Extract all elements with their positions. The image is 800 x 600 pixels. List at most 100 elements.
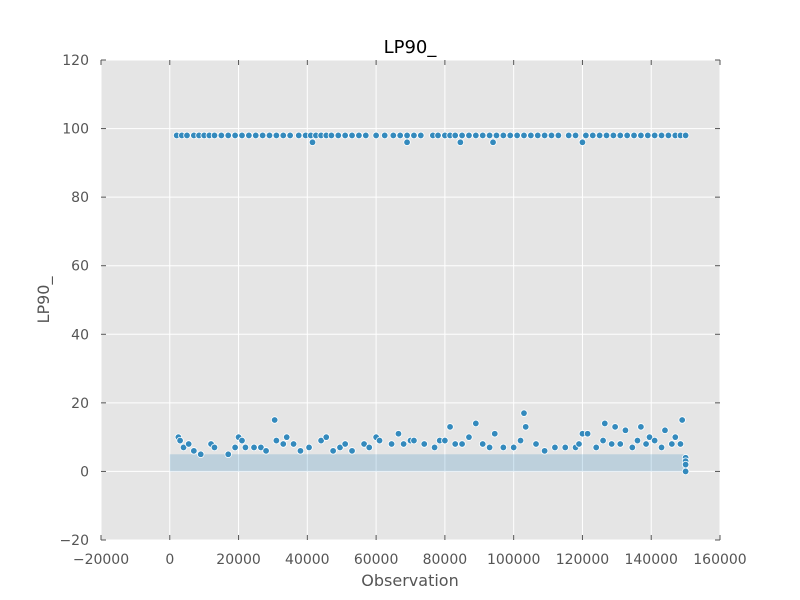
scatter-point — [252, 131, 260, 140]
dense-cluster-band — [169, 454, 686, 472]
scatter-point — [540, 131, 549, 140]
scatter-point — [179, 443, 188, 452]
scatter-point — [578, 138, 587, 146]
scatter-point — [630, 131, 638, 140]
scatter-point — [238, 436, 246, 445]
scatter-point — [485, 443, 494, 452]
scatter-point — [633, 436, 642, 445]
scatter-point — [465, 433, 473, 441]
scatter-point — [616, 440, 624, 448]
scatter-point — [451, 131, 459, 140]
scatter-point — [644, 131, 652, 140]
scatter-point — [623, 131, 631, 140]
x-tick-label: 0 — [165, 552, 174, 568]
scatter-point — [420, 440, 428, 448]
scatter-point — [564, 131, 573, 140]
scatter-point — [341, 440, 349, 448]
scatter-point — [403, 131, 411, 140]
scatter-point — [575, 440, 583, 448]
scatter-point — [295, 131, 303, 140]
scatter-point — [532, 440, 540, 448]
x-tick-label: 160000 — [693, 552, 746, 568]
scatter-point — [637, 131, 645, 140]
scatter-point — [451, 440, 459, 448]
scatter-point — [286, 131, 294, 140]
scatter-point — [513, 131, 521, 140]
scatter-point — [272, 436, 281, 445]
scatter-point — [621, 426, 630, 434]
scatter-point — [399, 440, 408, 448]
x-tick-label: 140000 — [624, 552, 677, 568]
scatter-point — [628, 443, 637, 452]
scatter-point — [190, 447, 198, 455]
scatter-point — [661, 426, 669, 434]
scatter-point — [434, 131, 442, 140]
scatter-point — [176, 436, 184, 445]
scatter-point — [650, 436, 659, 445]
scatter-point — [210, 443, 219, 452]
scatter-point — [485, 131, 494, 140]
scatter-point — [489, 138, 497, 146]
scatter-point — [458, 440, 466, 448]
scatter-point — [561, 443, 569, 452]
scatter-point — [396, 131, 404, 140]
scatter-point — [456, 138, 465, 146]
scatter-point — [540, 447, 549, 455]
scatter-point — [238, 131, 246, 140]
scatter-point — [394, 430, 403, 438]
scatter-point — [348, 131, 356, 140]
scatter-point — [265, 131, 274, 140]
scatter-point — [506, 131, 514, 140]
y-tick-label: 40 — [71, 327, 89, 343]
scatter-point — [305, 443, 313, 452]
scatter-point — [650, 131, 659, 140]
scatter-point — [458, 131, 466, 140]
scatter-point — [681, 467, 690, 476]
x-tick-label: 100000 — [487, 552, 540, 568]
scatter-point — [681, 460, 690, 469]
scatter-point — [322, 433, 330, 441]
scatter-point — [184, 440, 193, 448]
scatter-point — [360, 440, 368, 448]
scatter-point — [611, 423, 619, 431]
scatter-point — [551, 443, 559, 452]
scatter-point — [308, 138, 317, 146]
scatter-point — [410, 436, 418, 445]
scatter-point — [657, 131, 666, 140]
scatter-point — [348, 447, 356, 455]
scatter-point — [210, 131, 219, 140]
y-tick-label: 80 — [71, 190, 89, 206]
scatter-point — [607, 440, 616, 448]
scatter-point — [509, 443, 518, 452]
scatter-point — [472, 131, 480, 140]
x-tick-label: 120000 — [556, 552, 609, 568]
scatter-point — [664, 131, 673, 140]
plot-area-background — [101, 60, 720, 540]
scatter-point — [671, 433, 679, 441]
scatter-point — [479, 440, 487, 448]
scatter-point — [616, 131, 624, 140]
scatter-point — [329, 447, 337, 455]
x-tick-label: 60000 — [354, 552, 399, 568]
scatter-point — [217, 131, 226, 140]
scatter-point — [270, 416, 279, 424]
scatter-point — [289, 440, 298, 448]
scatter-point — [372, 131, 380, 140]
scatter-point — [582, 131, 590, 140]
y-tick-label: −20 — [59, 533, 89, 549]
scatter-point — [336, 443, 344, 452]
scatter-point — [583, 430, 592, 438]
scatter-point — [362, 131, 370, 140]
scatter-point — [272, 131, 281, 140]
x-tick-label: 40000 — [285, 552, 330, 568]
y-tick-label: 20 — [71, 396, 89, 412]
y-axis-label: LP90_ — [34, 276, 54, 324]
scatter-point — [231, 131, 239, 140]
scatter-point — [197, 450, 205, 458]
scatter-point — [554, 131, 563, 140]
scatter-point — [657, 443, 666, 452]
scatter-point — [668, 440, 676, 448]
scatter-point — [417, 131, 425, 140]
scatter-point — [599, 436, 607, 445]
scatter-point — [430, 443, 439, 452]
